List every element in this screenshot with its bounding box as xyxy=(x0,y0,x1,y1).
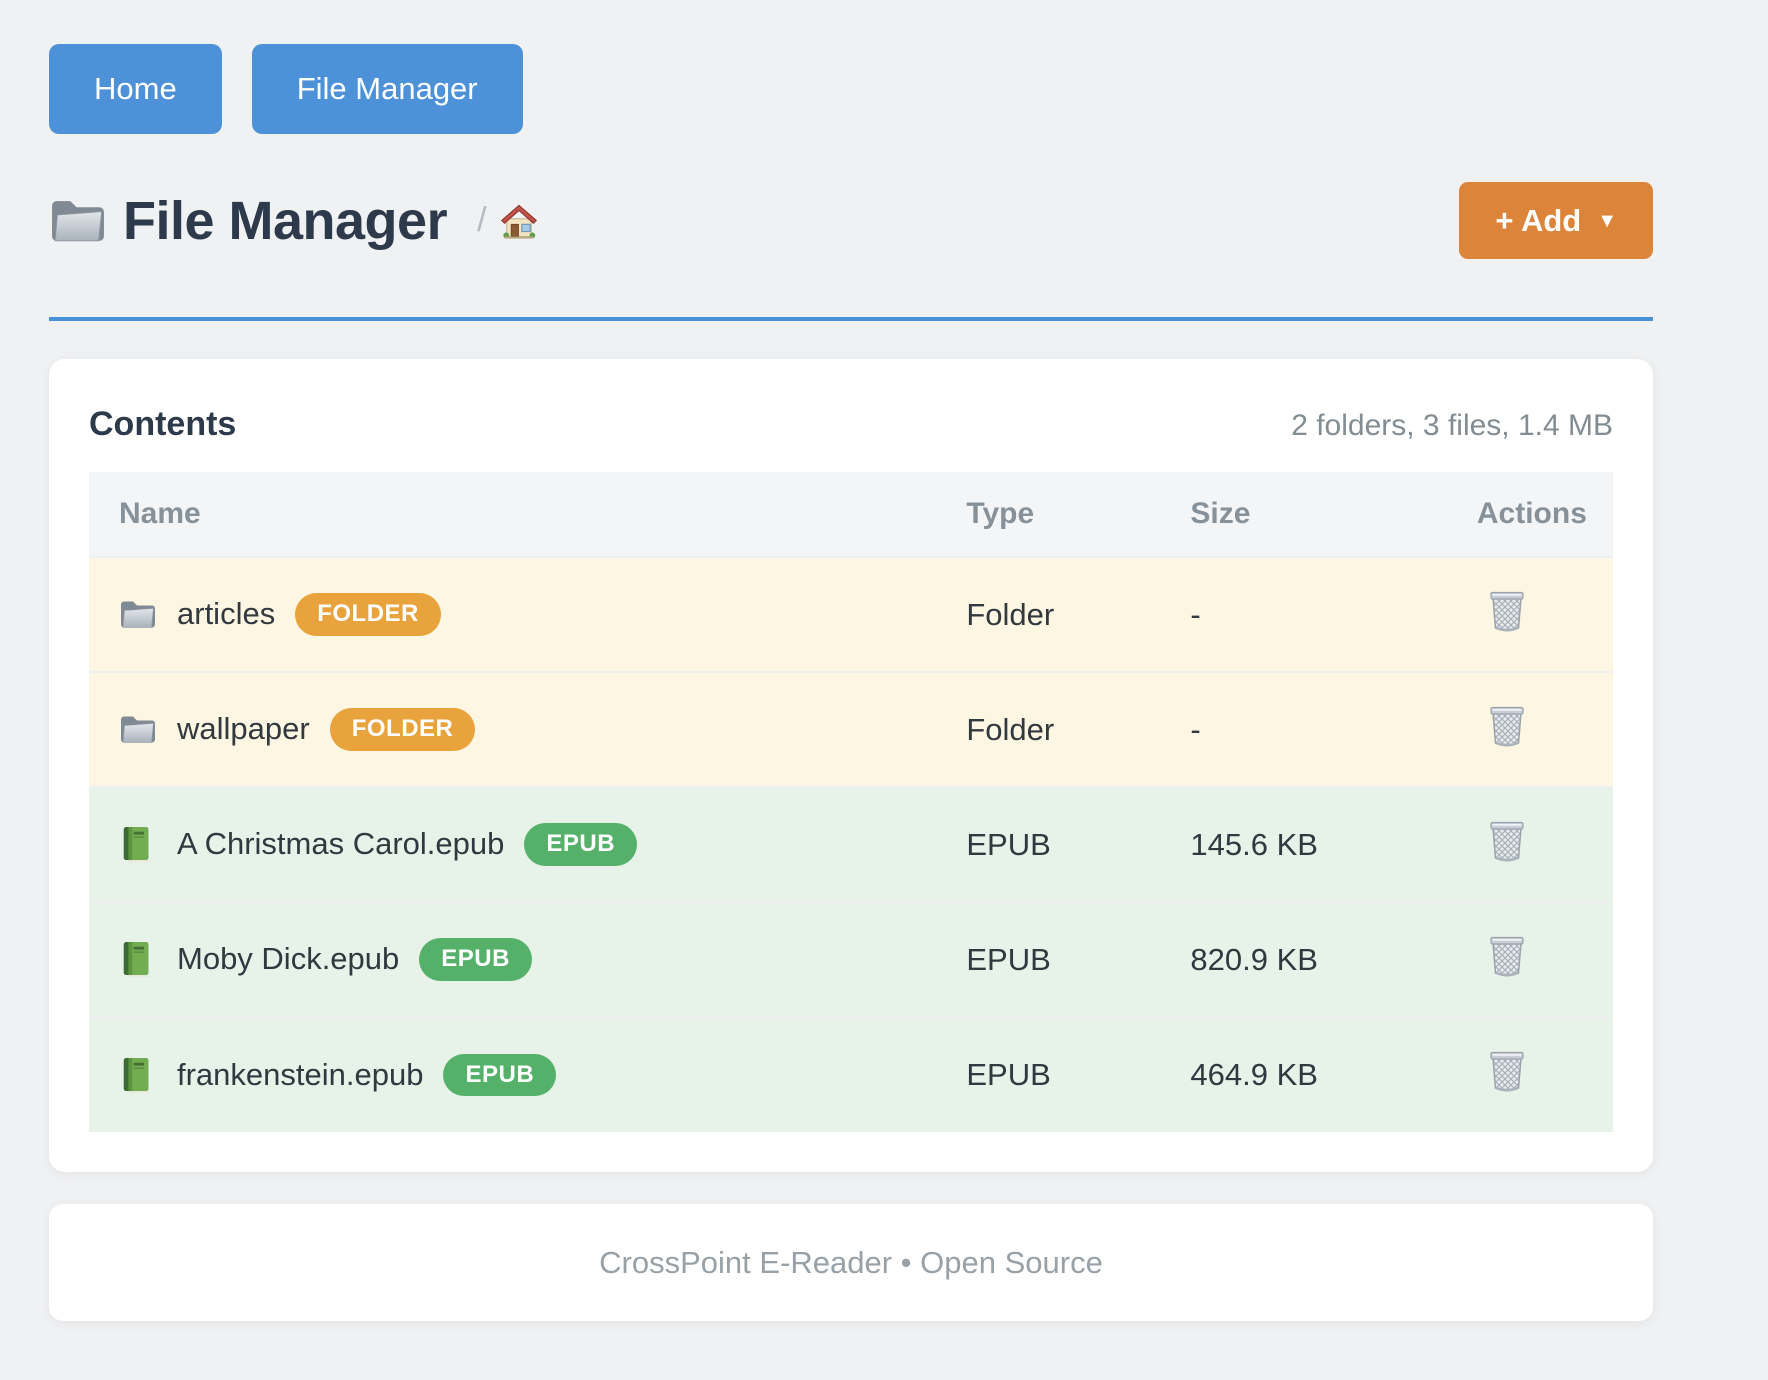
column-header-actions: Actions xyxy=(1446,472,1613,557)
title-underline xyxy=(49,317,1653,321)
column-header-type: Type xyxy=(936,472,1161,557)
footer-text: CrossPoint E-Reader • Open Source xyxy=(599,1244,1103,1280)
trash-icon[interactable] xyxy=(1487,934,1527,978)
table-body: articles FOLDER Folder - xyxy=(89,556,1613,1132)
file-name[interactable]: Moby Dick.epub xyxy=(177,941,400,977)
footer: CrossPoint E-Reader • Open Source xyxy=(49,1204,1653,1321)
table-row: Moby Dick.epub EPUB EPUB 820.9 KB xyxy=(89,901,1613,1017)
table-row: frankenstein.epub EPUB EPUB 464.9 KB xyxy=(89,1016,1613,1132)
add-button[interactable]: + Add ▼ xyxy=(1459,182,1653,259)
type-cell: EPUB xyxy=(936,1016,1161,1132)
column-header-name: Name xyxy=(89,472,937,557)
file-name[interactable]: frankenstein.epub xyxy=(177,1056,424,1092)
home-button[interactable]: Home xyxy=(49,44,222,134)
type-badge: FOLDER xyxy=(329,708,476,751)
contents-card-header: Contents 2 folders, 3 files, 1.4 MB xyxy=(89,405,1613,444)
type-cell: Folder xyxy=(936,556,1161,672)
green-book-icon xyxy=(119,941,157,978)
trash-icon[interactable] xyxy=(1487,704,1527,748)
table-row: A Christmas Carol.epub EPUB EPUB 145.6 K… xyxy=(89,786,1613,902)
contents-summary: 2 folders, 3 files, 1.4 MB xyxy=(1291,409,1613,442)
file-name[interactable]: wallpaper xyxy=(177,711,310,747)
type-cell: EPUB xyxy=(936,786,1161,902)
type-badge: FOLDER xyxy=(295,593,441,636)
type-badge: EPUB xyxy=(419,938,532,981)
type-cell: Folder xyxy=(936,671,1161,787)
folder-icon xyxy=(119,711,157,747)
page-title: File Manager xyxy=(123,190,448,251)
folder-icon xyxy=(49,196,107,246)
breadcrumb: / xyxy=(477,201,538,241)
green-book-icon xyxy=(119,1057,157,1093)
chevron-down-icon: ▼ xyxy=(1597,209,1617,232)
contents-heading: Contents xyxy=(89,405,237,443)
file-manager-button[interactable]: File Manager xyxy=(251,44,523,134)
size-cell: - xyxy=(1160,556,1447,672)
file-name[interactable]: A Christmas Carol.epub xyxy=(177,826,505,862)
size-cell: 820.9 KB xyxy=(1160,901,1447,1017)
contents-card: Contents 2 folders, 3 files, 1.4 MB Name… xyxy=(49,359,1653,1172)
folder-icon xyxy=(119,596,157,632)
page-header: File Manager / + Add ▼ xyxy=(49,182,1653,259)
size-cell: 145.6 KB xyxy=(1160,786,1447,902)
add-button-label: + Add xyxy=(1495,202,1582,238)
size-cell: - xyxy=(1160,671,1447,787)
home-icon[interactable] xyxy=(499,201,539,241)
top-nav: Home File Manager xyxy=(49,0,1653,134)
table-row: wallpaper FOLDER Folder - xyxy=(89,671,1613,787)
type-cell: EPUB xyxy=(936,901,1161,1017)
file-name[interactable]: articles xyxy=(177,596,276,632)
green-book-icon xyxy=(119,826,157,863)
column-header-size: Size xyxy=(1160,472,1447,557)
breadcrumb-separator: / xyxy=(477,201,487,239)
size-cell: 464.9 KB xyxy=(1160,1016,1447,1132)
trash-icon[interactable] xyxy=(1487,1049,1527,1093)
table-header-row: Name Type Size Actions xyxy=(89,472,1613,557)
file-table: Name Type Size Actions xyxy=(89,472,1613,1132)
type-badge: EPUB xyxy=(524,823,638,866)
type-badge: EPUB xyxy=(443,1053,557,1097)
trash-icon[interactable] xyxy=(1487,819,1527,863)
table-row: articles FOLDER Folder - xyxy=(89,556,1613,672)
page: Home File Manager File Manager / xyxy=(49,0,1653,1321)
trash-icon[interactable] xyxy=(1487,589,1527,633)
